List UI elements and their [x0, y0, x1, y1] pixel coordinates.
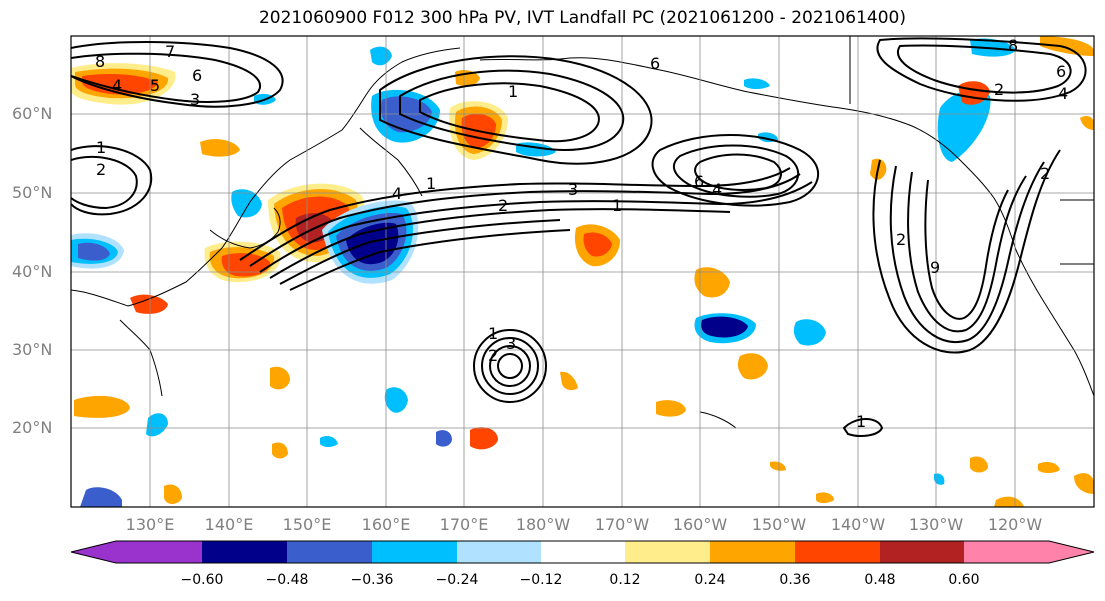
contour-label: 6 — [192, 66, 203, 85]
map-title: 2021060900 F012 300 hPa PV, IVT Landfall… — [258, 8, 906, 28]
contour-label: 8 — [1008, 36, 1019, 55]
colorbar-tick-label: 0.48 — [864, 572, 896, 588]
colorbar-tick-label: −0.36 — [350, 572, 394, 588]
colorbar-cell — [880, 541, 964, 563]
colorbar-tick-label: 0.60 — [948, 572, 980, 588]
ivt-contours — [71, 37, 1087, 437]
colorbar-tick-label: 0.36 — [779, 572, 811, 588]
contour-label: 2 — [498, 196, 509, 215]
lat-label-60n: 60°N — [12, 104, 53, 123]
colorbar-cell — [710, 541, 795, 563]
contour-label: 4 — [112, 76, 123, 95]
colorbar-cell — [71, 541, 116, 563]
colorbar-tick-label: −0.24 — [435, 572, 479, 588]
lat-label-20n: 20°N — [12, 418, 53, 437]
contour-label: 4 — [712, 180, 723, 199]
lon-label: 180°W — [515, 515, 571, 534]
contour-label: 1 — [508, 82, 519, 101]
colorbar-cell — [541, 541, 625, 563]
colorbar-cell — [1049, 541, 1094, 563]
contour-label: 2 — [1040, 164, 1051, 183]
lon-label: 160°W — [672, 515, 728, 534]
contour-label: 1 — [612, 196, 623, 215]
colorbar-cell — [287, 541, 372, 563]
colorbar-cell — [372, 541, 457, 563]
contour-label: 9 — [930, 258, 941, 277]
contour-label: 6 — [694, 172, 705, 191]
lat-label-40n: 40°N — [12, 262, 53, 281]
contour-label: 1 — [488, 324, 499, 343]
contour-label: 1 — [426, 174, 437, 193]
contour-label: 3 — [506, 334, 517, 353]
colorbar-cell — [795, 541, 880, 563]
colorbar-cell — [116, 541, 202, 563]
graticule — [71, 36, 1094, 507]
contour-label: 1 — [856, 412, 867, 431]
colorbar-cell — [202, 541, 287, 563]
colorbar-cell — [457, 541, 541, 563]
contour-label: 2 — [488, 346, 499, 365]
colorbar — [70, 540, 1095, 564]
lat-label-50n: 50°N — [12, 183, 53, 202]
contour-label: 4 — [1058, 84, 1069, 103]
lon-label: 130°W — [908, 515, 964, 534]
colorbar-tick-label: 0.24 — [694, 572, 726, 588]
contour-label: 5 — [150, 76, 161, 95]
colorbar-tick-label: −0.12 — [519, 572, 563, 588]
contour-label: 7 — [165, 42, 176, 61]
lon-label: 150°E — [282, 515, 332, 534]
contour-label: 6 — [1056, 62, 1067, 81]
contour-label: 2 — [896, 230, 907, 249]
lon-label: 160°E — [361, 515, 411, 534]
lon-label: 170°E — [439, 515, 489, 534]
lon-label: 170°W — [594, 515, 650, 534]
lon-label: 140°W — [830, 515, 886, 534]
contour-label: 3 — [190, 90, 201, 109]
lon-label: 140°E — [204, 515, 254, 534]
lon-label: 120°W — [987, 515, 1043, 534]
contour-label: 4 — [392, 184, 403, 203]
lat-label-30n: 30°N — [12, 340, 53, 359]
colorbar-tick-label: −0.48 — [265, 572, 309, 588]
contour-label: 3 — [568, 180, 579, 199]
lon-label: 130°E — [125, 515, 175, 534]
contour-label: 8 — [95, 52, 106, 71]
contour-label: 1 — [96, 138, 107, 157]
colorbar-tick-label: 0.12 — [609, 572, 641, 588]
contour-label: 2 — [994, 80, 1005, 99]
colorbar-tick-label: −0.60 — [180, 572, 224, 588]
contour-label: 6 — [650, 54, 661, 73]
colorbar-cell — [625, 541, 710, 563]
colorbar-cell — [964, 541, 1049, 563]
map-frame — [70, 35, 1095, 508]
lon-label: 150°W — [751, 515, 807, 534]
contour-label: 2 — [96, 160, 107, 179]
